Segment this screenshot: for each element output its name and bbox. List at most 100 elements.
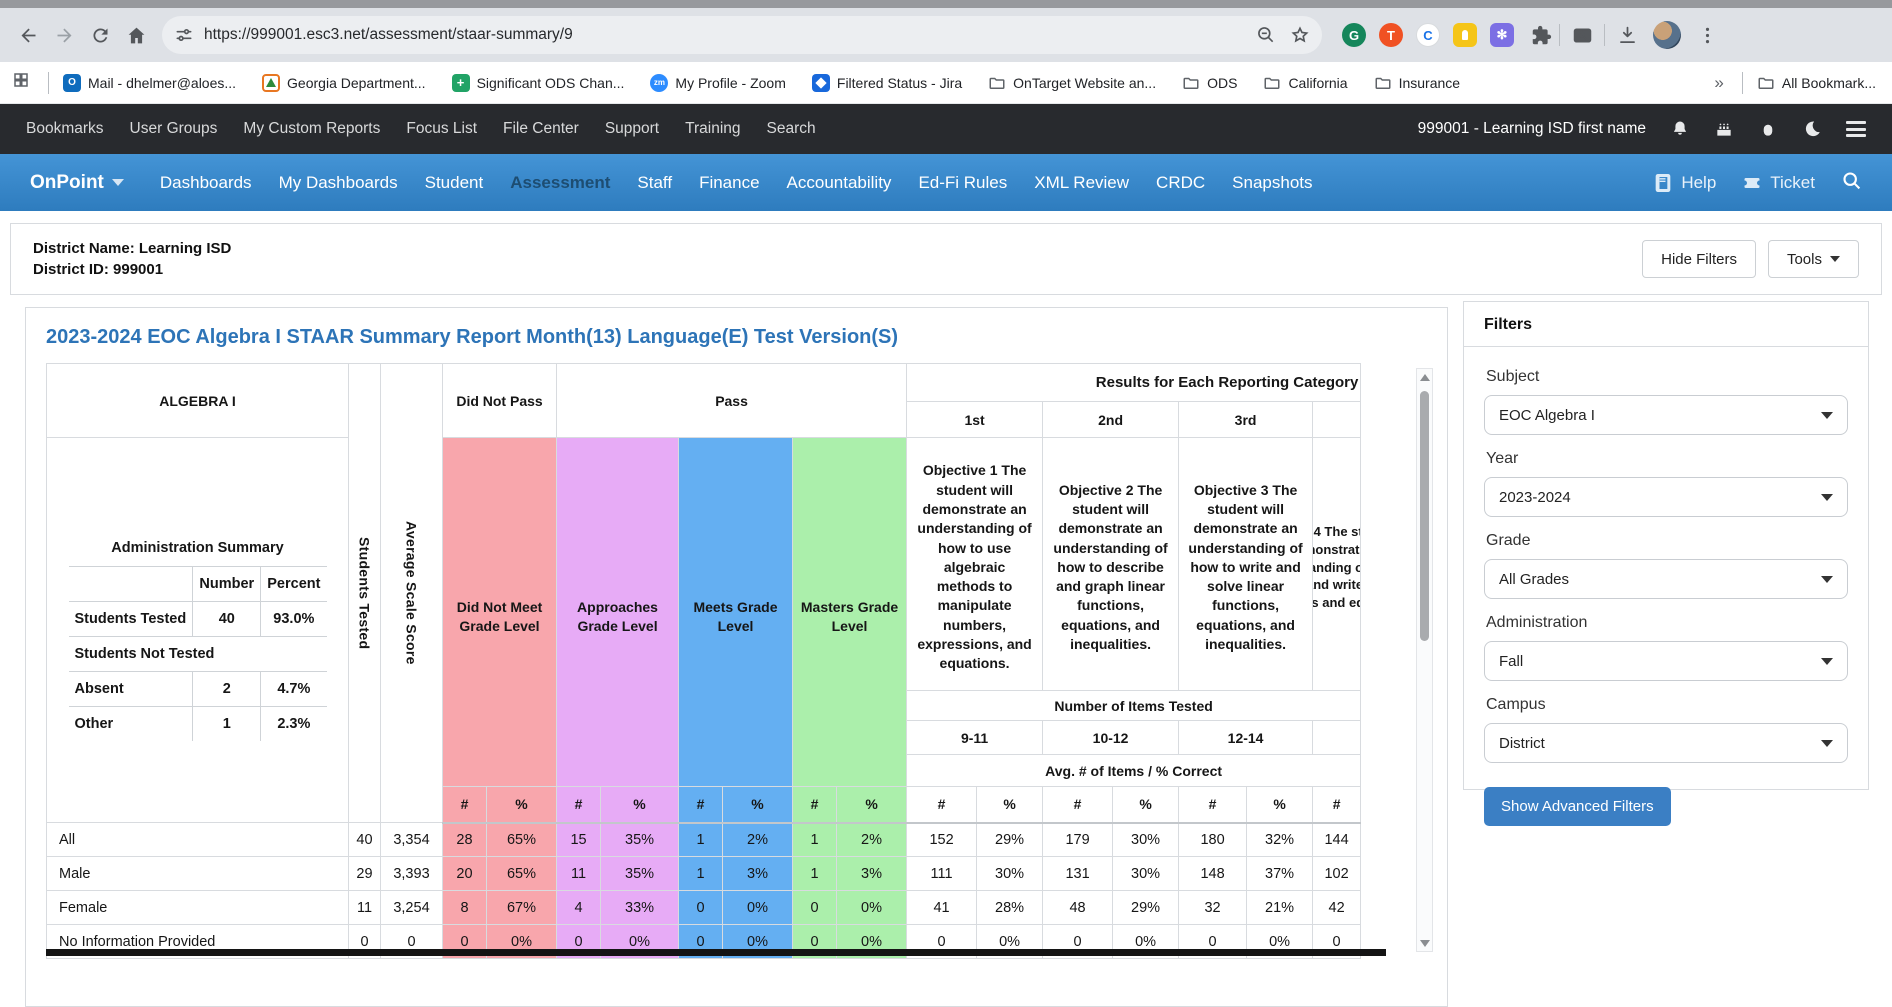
- search-icon[interactable]: [1841, 170, 1862, 196]
- extensions-icon[interactable]: [1527, 21, 1555, 49]
- nav-staff[interactable]: Staff: [637, 172, 673, 192]
- objective-count: 48: [1042, 890, 1114, 925]
- help-link[interactable]: Help: [1653, 173, 1716, 193]
- nav-training[interactable]: Training: [685, 120, 741, 137]
- show-advanced-filters-button[interactable]: Show Advanced Filters: [1484, 787, 1671, 826]
- address-bar[interactable]: https://999001.esc3.net/assessment/staar…: [162, 16, 1322, 54]
- bug-icon[interactable]: [1758, 119, 1778, 139]
- bookmark-georgia[interactable]: Georgia Department...: [262, 73, 426, 92]
- metric-link[interactable]: 4: [556, 890, 602, 925]
- downloads-icon[interactable]: [1609, 17, 1645, 53]
- other-label: Other: [68, 706, 193, 741]
- bookmark-star-icon[interactable]: [1290, 25, 1310, 45]
- nav-user-groups[interactable]: User Groups: [129, 120, 218, 137]
- nav-my-dashboards[interactable]: My Dashboards: [278, 172, 398, 192]
- metric-link[interactable]: 0: [792, 890, 838, 925]
- nav-crdc[interactable]: CRDC: [1156, 172, 1206, 192]
- table-horizontal-scrollbar[interactable]: [46, 949, 1386, 956]
- onpoint-brand-menu[interactable]: OnPoint: [30, 172, 124, 194]
- profile-avatar[interactable]: [1653, 21, 1681, 49]
- table-vertical-scrollbar[interactable]: [1416, 368, 1433, 952]
- absent-label: Absent: [68, 671, 193, 707]
- metric-link[interactable]: 15: [556, 822, 602, 857]
- metric-link[interactable]: 8: [442, 890, 487, 925]
- bookmark-jira[interactable]: Filtered Status - Jira: [811, 73, 962, 92]
- nav-student[interactable]: Student: [424, 172, 484, 192]
- nav-search[interactable]: Search: [766, 120, 816, 137]
- scrollbar-thumb[interactable]: [1420, 391, 1429, 641]
- bookmark-folder-california[interactable]: California: [1263, 74, 1348, 92]
- nav-edfi-rules[interactable]: Ed-Fi Rules: [918, 172, 1008, 192]
- keep-extension-icon[interactable]: [1453, 23, 1477, 47]
- nav-finance[interactable]: Finance: [699, 172, 760, 192]
- year-label: Year: [1486, 450, 1519, 467]
- birthday-cake-icon[interactable]: [1714, 119, 1734, 139]
- scroll-up-icon[interactable]: [1417, 369, 1432, 385]
- hamburger-menu-icon[interactable]: [1846, 118, 1866, 141]
- tools-button[interactable]: Tools: [1767, 240, 1859, 278]
- metric-link[interactable]: 28: [442, 822, 487, 857]
- results-group-header: Results for Each Reporting Category: [906, 363, 1362, 402]
- grammarly-extension-icon[interactable]: G: [1342, 23, 1366, 47]
- orange-extension-icon[interactable]: T: [1379, 23, 1403, 47]
- grade-select[interactable]: All Grades: [1484, 559, 1848, 599]
- forward-icon[interactable]: [46, 17, 82, 53]
- did-not-pass-group-header: Did Not Pass: [441, 363, 558, 438]
- objective-percent: 30%: [1112, 822, 1180, 857]
- metric-link[interactable]: 29: [348, 856, 381, 891]
- category-1st-header: 1st: [906, 401, 1044, 438]
- zoom-out-icon[interactable]: [1256, 25, 1276, 45]
- metric-link[interactable]: 11: [556, 856, 602, 891]
- metric-link[interactable]: 1: [678, 822, 724, 857]
- browser-menu-icon[interactable]: [1689, 17, 1725, 53]
- subject-select[interactable]: EOC Algebra I: [1484, 395, 1848, 435]
- nav-focus-list[interactable]: Focus List: [406, 120, 477, 137]
- scroll-down-icon[interactable]: [1417, 935, 1432, 951]
- notifications-bell-icon[interactable]: [1670, 119, 1690, 139]
- side-search-icon[interactable]: [1564, 17, 1600, 53]
- nav-accountability[interactable]: Accountability: [786, 172, 892, 192]
- ticket-link[interactable]: Ticket: [1742, 173, 1815, 193]
- site-settings-icon[interactable]: [174, 25, 194, 45]
- hide-filters-button[interactable]: Hide Filters: [1642, 240, 1756, 278]
- year-select[interactable]: 2023-2024: [1484, 477, 1848, 517]
- nav-xml-review[interactable]: XML Review: [1034, 172, 1130, 192]
- nav-my-custom-reports[interactable]: My Custom Reports: [243, 120, 381, 137]
- campus-select[interactable]: District: [1484, 723, 1848, 763]
- metric-link[interactable]: 40: [348, 822, 381, 857]
- bookmarks-overflow-chevron[interactable]: »: [1714, 72, 1724, 92]
- blue-c-extension-icon[interactable]: C: [1416, 23, 1440, 47]
- back-icon[interactable]: [10, 17, 46, 53]
- metric-link[interactable]: 1: [792, 822, 838, 857]
- metric-link[interactable]: 0: [678, 890, 724, 925]
- dark-mode-moon-icon[interactable]: [1802, 119, 1822, 139]
- nav-bookmarks[interactable]: Bookmarks: [26, 120, 104, 137]
- bookmark-folder-ods[interactable]: ODS: [1182, 74, 1237, 92]
- administration-select[interactable]: Fall: [1484, 641, 1848, 681]
- url-text[interactable]: https://999001.esc3.net/assessment/staar…: [204, 26, 573, 43]
- nav-file-center[interactable]: File Center: [503, 120, 579, 137]
- reload-icon[interactable]: [82, 17, 118, 53]
- nav-assessment[interactable]: Assessment: [510, 172, 611, 192]
- metric-link[interactable]: 1: [678, 856, 724, 891]
- home-icon[interactable]: [118, 17, 154, 53]
- bookmark-zoom[interactable]: zm My Profile - Zoom: [650, 73, 786, 92]
- bookmark-folder-insurance[interactable]: Insurance: [1374, 74, 1460, 92]
- all-bookmarks[interactable]: All Bookmark...: [1757, 74, 1876, 92]
- nav-support[interactable]: Support: [604, 120, 660, 137]
- table-row-all: All 40 3,354 28 65% 15 35% 1 2% 1 2% 152…: [46, 822, 1362, 857]
- bookmark-significant-ods[interactable]: + Significant ODS Chan...: [451, 73, 624, 92]
- absent-percent: 4.7%: [260, 671, 327, 707]
- students-tested-percent: 93.0%: [260, 601, 327, 637]
- bookmark-folder-ontarget[interactable]: OnTarget Website an...: [988, 74, 1156, 92]
- avg-scale-score-value: 3,254: [380, 890, 443, 925]
- apps-grid-icon[interactable]: [12, 71, 30, 94]
- metric-link[interactable]: 11: [348, 890, 381, 925]
- chevron-down-icon: [1821, 739, 1833, 747]
- purple-extension-icon[interactable]: ✻: [1490, 23, 1514, 47]
- nav-dashboards[interactable]: Dashboards: [159, 172, 252, 192]
- metric-link[interactable]: 20: [442, 856, 487, 891]
- bookmark-mail[interactable]: O Mail - dhelmer@aloes...: [63, 73, 236, 92]
- metric-link[interactable]: 1: [792, 856, 838, 891]
- nav-snapshots[interactable]: Snapshots: [1232, 172, 1313, 192]
